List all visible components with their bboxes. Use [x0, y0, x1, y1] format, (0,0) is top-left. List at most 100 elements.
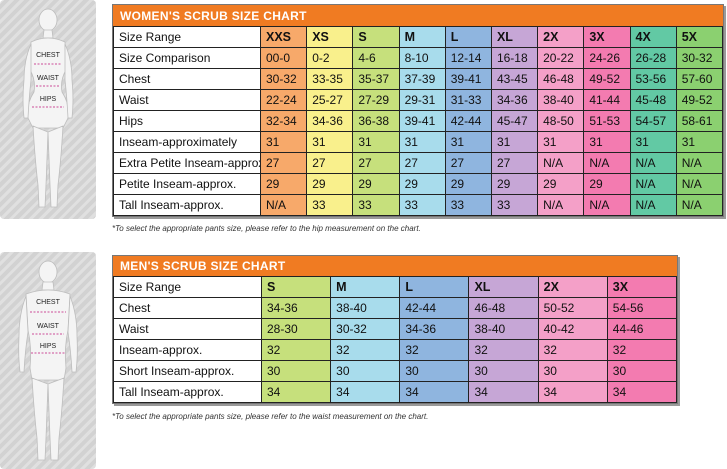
women-cell: 20-22 — [537, 47, 585, 69]
women-chart-title: WOMEN'S SCRUB SIZE CHART — [113, 5, 723, 26]
men-figure-panel: CHEST WAIST HIPS — [0, 252, 96, 469]
women-chest-label: CHEST — [36, 52, 60, 59]
women-cell: 58-61 — [675, 110, 724, 132]
men-cell: 34 — [537, 381, 608, 403]
women-cell: 49-52 — [675, 89, 724, 111]
women-size-table: Size Range XXS XS S M L XL 2X 3X 4X 5X Size Compari… — [113, 26, 724, 216]
women-cell: 53-56 — [629, 68, 677, 90]
women-row-label: Extra Petite Inseam-approx. — [113, 152, 261, 174]
men-chest-label: CHEST — [36, 299, 60, 306]
men-cell: 40-42 — [537, 318, 608, 340]
women-cell: 29 — [444, 173, 492, 195]
women-row: Petite Inseam-approx. 29 29 29 29 29 29 29 29 N/A… — [113, 173, 724, 195]
men-cell: L — [399, 276, 470, 298]
women-cell: 33-35 — [306, 68, 354, 90]
women-cell: 0-2 — [306, 47, 354, 69]
men-cell: 34 — [399, 381, 470, 403]
men-size-table: Size Range S M L XL 2X 3X Chest 34-36 38-40 42-44 4… — [113, 276, 678, 403]
men-cell: 34-36 — [260, 297, 332, 319]
women-row-label: Waist — [113, 89, 261, 111]
men-row: Short Inseam-approx. 30 30 30 30 30 30 — [113, 360, 678, 382]
women-cell: 37-39 — [398, 68, 446, 90]
women-cell: XXS — [259, 26, 308, 48]
men-cell: 30 — [260, 360, 332, 382]
women-row-label: Petite Inseam-approx. — [113, 173, 261, 195]
women-cell: 39-41 — [444, 68, 492, 90]
women-cell: 8-10 — [398, 47, 446, 69]
women-cell: 38-40 — [537, 89, 585, 111]
women-footnote: *To select the appropriate pants size, p… — [112, 224, 421, 233]
women-cell: 29 — [352, 173, 400, 195]
women-row: Waist 22-24 25-27 27-29 29-31 31-33 34-36 38-40… — [113, 89, 724, 111]
women-cell: 42-44 — [444, 110, 492, 132]
women-cell: N/A — [629, 194, 677, 216]
women-cell: 4X — [629, 26, 677, 48]
women-row: Size Comparison 00-0 0-2 4-6 8-10 12-14 16-18 2… — [113, 47, 724, 69]
men-cell: 30 — [468, 360, 539, 382]
women-cell: L — [444, 26, 492, 48]
women-cell: 31 — [583, 131, 631, 153]
men-cell: 32 — [468, 339, 539, 361]
men-cell: 30 — [399, 360, 470, 382]
women-cell: 26-28 — [629, 47, 677, 69]
women-row-label: Inseam-approximately — [113, 131, 261, 153]
men-row: Tall Inseam-approx. 34 34 34 34 34 34 — [113, 381, 678, 403]
women-cell: 12-14 — [444, 47, 492, 69]
women-cell: 45-47 — [490, 110, 539, 132]
women-size-chart: WOMEN'S SCRUB SIZE CHART Size Range XXS XS… — [112, 4, 724, 217]
men-cell: 44-46 — [606, 318, 678, 340]
women-cell: 31 — [490, 131, 539, 153]
women-cell: N/A — [583, 152, 631, 174]
women-cell: 31-33 — [444, 89, 492, 111]
men-cell: 54-56 — [606, 297, 678, 319]
women-cell: N/A — [537, 194, 585, 216]
men-waist-label: WAIST — [37, 323, 60, 330]
men-cell: XL — [468, 276, 539, 298]
men-row-label: Size Range — [113, 276, 262, 298]
women-cell: 33 — [444, 194, 492, 216]
women-cell: 31 — [537, 131, 585, 153]
women-cell: 27 — [398, 152, 446, 174]
men-cell: 2X — [537, 276, 608, 298]
men-cell: 30 — [606, 360, 678, 382]
men-cell: 28-30 — [260, 318, 332, 340]
women-cell: 51-53 — [583, 110, 631, 132]
men-row-label: Waist — [113, 318, 262, 340]
women-cell: 3X — [583, 26, 631, 48]
women-cell: 33 — [306, 194, 354, 216]
women-row: Hips 32-34 34-36 36-38 39-41 42-44 45-47 48-50 5… — [113, 110, 724, 132]
women-cell: 00-0 — [259, 47, 308, 69]
men-cell: 34 — [468, 381, 539, 403]
women-cell: 29 — [537, 173, 585, 195]
women-cell: 32-34 — [259, 110, 308, 132]
men-row-label: Chest — [113, 297, 262, 319]
women-cell: 49-52 — [583, 68, 631, 90]
women-cell: 31 — [306, 131, 354, 153]
men-cell: 46-48 — [468, 297, 539, 319]
women-row: Extra Petite Inseam-approx. 27 27 27 27 27 27 N… — [113, 152, 724, 174]
men-cell: 34 — [330, 381, 401, 403]
women-cell: 31 — [444, 131, 492, 153]
women-cell: 34-36 — [490, 89, 539, 111]
women-cell: N/A — [675, 173, 724, 195]
men-row-label: Short Inseam-approx. — [113, 360, 262, 382]
women-cell: XS — [306, 26, 354, 48]
women-cell: 22-24 — [259, 89, 308, 111]
men-row: Chest 34-36 38-40 42-44 46-48 50-52 54-56 — [113, 297, 678, 319]
women-cell: 31 — [352, 131, 400, 153]
men-cell: 32 — [399, 339, 470, 361]
women-cell: 33 — [490, 194, 539, 216]
men-cell: 38-40 — [468, 318, 539, 340]
women-row-label: Tall Inseam-approx. — [113, 194, 261, 216]
women-row-label: Chest — [113, 68, 261, 90]
women-cell: 43-45 — [490, 68, 539, 90]
women-cell: 31 — [629, 131, 677, 153]
women-cell: 35-37 — [352, 68, 400, 90]
women-row: Size Range XXS XS S M L XL 2X 3X 4X 5X — [113, 26, 724, 48]
men-row: Size Range S M L XL 2X 3X — [113, 276, 678, 298]
men-size-chart: MEN'S SCRUB SIZE CHART Size Range S M L XL 2X… — [112, 255, 678, 404]
men-cell: 32 — [537, 339, 608, 361]
women-cell: 27 — [352, 152, 400, 174]
women-cell: 5X — [675, 26, 724, 48]
women-cell: 36-38 — [352, 110, 400, 132]
